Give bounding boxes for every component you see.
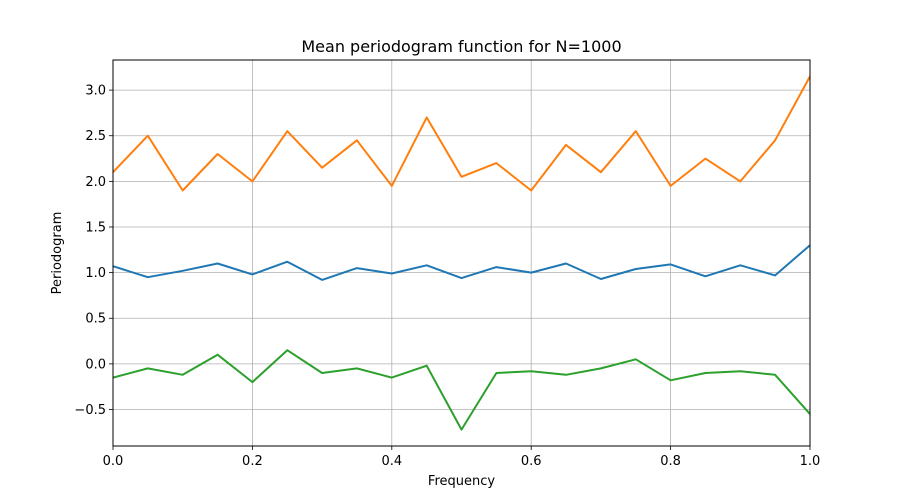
y-tick-label: 0.5 [85,312,106,327]
series-line-3 [112,349,811,431]
series-lines [112,75,811,431]
axis-ticks: 0.0 0.2 0.4 0.6 0.8 1.0 −0.5 0.0 0.5 1.0 1.5 2.0 2.5… [74,84,820,469]
grid-lines [112,60,811,446]
series-line-2 [112,75,811,192]
x-tick-label: 1.0 [800,454,821,469]
plot-area-frame [112,59,811,447]
x-tick-label: 0.8 [660,454,681,469]
y-tick-label: 1.5 [85,220,106,235]
x-tick-label: 0.6 [521,454,542,469]
x-tick-label: 0.4 [381,454,402,469]
x-axis-title: Frequency [428,474,495,489]
series-line-1 [112,244,811,281]
y-tick-label: 1.0 [85,266,106,281]
x-tick-label: 0.0 [103,454,124,469]
chart-title: Mean periodogram function for N=1000 [301,37,621,56]
y-tick-label: 3.0 [85,84,106,99]
y-axis-title: Periodogram [50,212,65,295]
y-tick-label: 2.5 [85,129,106,144]
y-tick-label: 2.0 [85,175,106,190]
x-tick-label: 0.2 [242,454,263,469]
y-tick-label: 0.0 [85,357,106,372]
y-tick-label: −0.5 [74,403,106,418]
